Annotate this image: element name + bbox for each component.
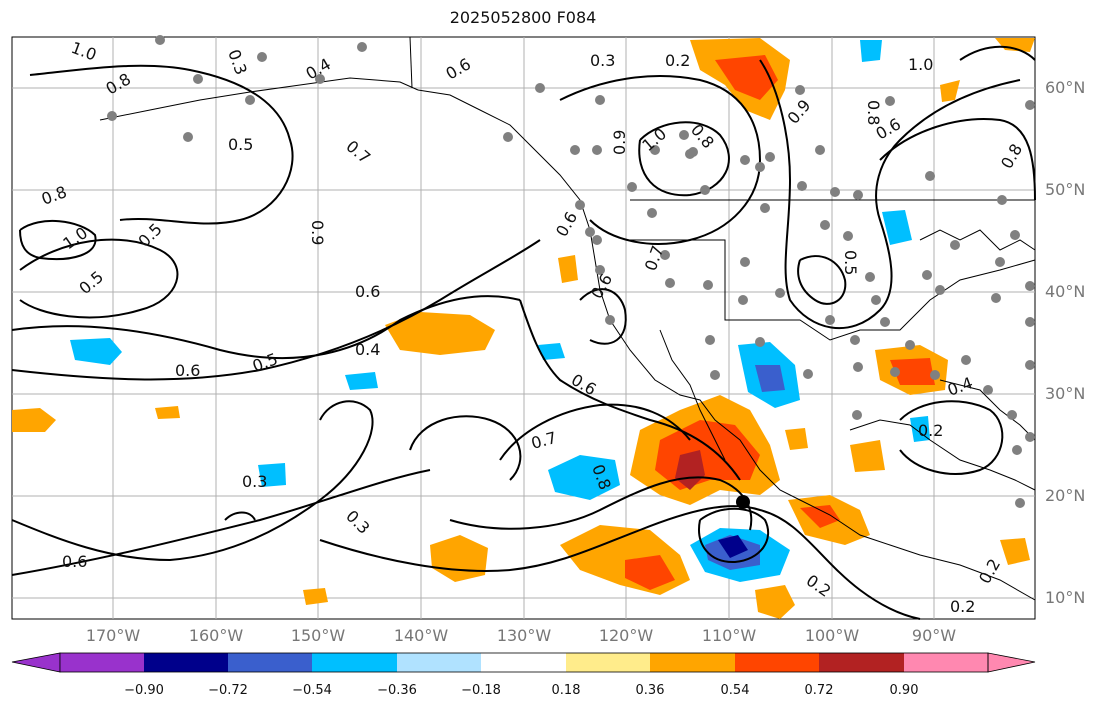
- lon-label-160w: 160°W: [188, 626, 244, 645]
- colorbar-bin: [904, 653, 988, 672]
- colorbar-tick-label: −0.18: [461, 683, 501, 698]
- colorbar-extend-low: [11, 652, 61, 673]
- contour-label: 1.0: [908, 55, 933, 74]
- colorbar-bin: [228, 653, 312, 672]
- contour-label: 0.6: [355, 282, 380, 301]
- lon-label-130w: 130°W: [496, 626, 552, 645]
- contour-label: 0.6: [62, 552, 87, 571]
- colorbar-tick-label: −0.90: [124, 683, 164, 698]
- colorbar-bin: [312, 653, 397, 672]
- contour-label: 0.2: [950, 597, 975, 616]
- lon-label-90w: 90°W: [911, 626, 957, 645]
- colorbar-bin: [481, 653, 566, 672]
- colorbar-tick-label: −0.72: [208, 683, 248, 698]
- lat-label-20n: 20°N: [1045, 486, 1086, 505]
- colorbar-tick-label: −0.54: [292, 683, 332, 698]
- colorbar-bin: [566, 653, 650, 672]
- contour-label: 0.9: [308, 220, 327, 245]
- contour-label: 0.2: [665, 51, 690, 70]
- colorbar-tick-label: 0.72: [804, 683, 834, 698]
- contour-label: 0.5: [841, 250, 860, 275]
- contour-label: 0.3: [590, 51, 615, 70]
- contour-label: 0.6: [175, 361, 200, 380]
- colorbar-bin: [60, 653, 144, 672]
- lat-label-50n: 50°N: [1045, 180, 1086, 199]
- positive-shading: [12, 38, 1035, 619]
- colorbar-extend-high: [987, 652, 1036, 673]
- contour-label: 0.3: [242, 472, 267, 491]
- colorbar-bin: [144, 653, 228, 672]
- contour-label: 0.4: [355, 340, 380, 359]
- lon-label-110w: 110°W: [701, 626, 757, 645]
- contour-label: 0.8: [864, 100, 883, 125]
- colorbar: [11, 652, 1036, 673]
- lon-label-100w: 100°W: [804, 626, 860, 645]
- lat-label-40n: 40°N: [1045, 282, 1086, 301]
- colorbar-tick-label: 0.54: [720, 683, 750, 698]
- lon-label-150w: 150°W: [290, 626, 346, 645]
- colorbar-tick-label: 0.90: [889, 683, 919, 698]
- contour-label: 0.2: [918, 421, 943, 440]
- lat-label-30n: 30°N: [1045, 384, 1086, 403]
- lat-label-10n: 10°N: [1045, 588, 1086, 607]
- colorbar-bin: [819, 653, 904, 672]
- colorbar-outline: [59, 652, 989, 673]
- colorbar-tick-label: 0.36: [635, 683, 665, 698]
- contour-lines: [11, 45, 1036, 620]
- colorbar-tick-label: 0.18: [551, 683, 581, 698]
- contour-label: 0.9: [610, 130, 629, 155]
- lon-label-170w: 170°W: [85, 626, 141, 645]
- lat-label-60n: 60°N: [1045, 78, 1086, 97]
- lon-label-140w: 140°W: [393, 626, 449, 645]
- contour-label: 0.5: [228, 135, 253, 154]
- lon-label-120w: 120°W: [598, 626, 654, 645]
- station-dots: [107, 35, 1035, 508]
- coastlines: [99, 36, 1036, 601]
- map-title: 2025052800 F084: [449, 8, 597, 27]
- negative-shading: [70, 40, 930, 582]
- colorbar-tick-label: −0.36: [377, 683, 417, 698]
- low-center-marker: [736, 495, 750, 509]
- colorbar-bin: [397, 653, 481, 672]
- colorbar-bin: [650, 653, 735, 672]
- colorbar-bin: [735, 653, 819, 672]
